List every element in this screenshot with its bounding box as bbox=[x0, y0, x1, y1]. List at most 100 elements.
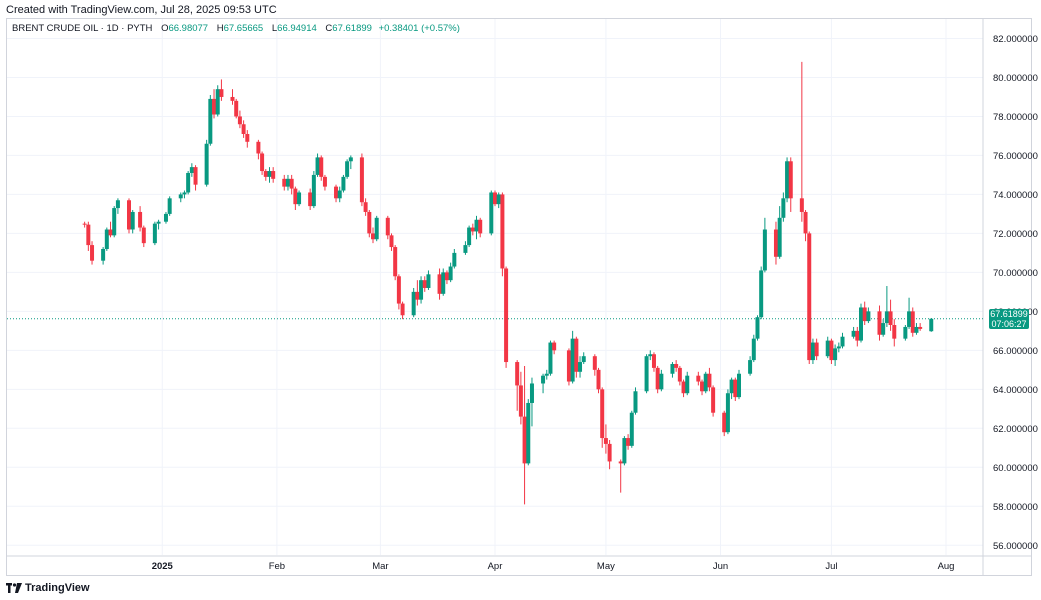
candle-body bbox=[82, 223, 87, 225]
candle-body bbox=[212, 98, 217, 115]
candle-body bbox=[263, 171, 268, 177]
legend-close-label: C bbox=[325, 23, 333, 34]
candle-body bbox=[651, 354, 656, 368]
candle-body bbox=[127, 200, 131, 230]
candle-body bbox=[884, 311, 889, 324]
candle-body bbox=[929, 318, 934, 332]
candle-body bbox=[592, 356, 597, 370]
y-tick-label: 78.000000 bbox=[993, 112, 1038, 123]
candle-body bbox=[345, 161, 350, 177]
candle-body bbox=[500, 194, 505, 269]
candle-body bbox=[566, 350, 571, 382]
candle-body bbox=[629, 412, 634, 446]
candle-body bbox=[241, 124, 246, 134]
candle-body bbox=[463, 245, 468, 253]
candle-body bbox=[518, 385, 523, 417]
x-tick-label: May bbox=[597, 561, 615, 572]
legend-open-value: 66.98077 bbox=[168, 23, 209, 34]
legend-low-label: L bbox=[271, 23, 278, 34]
candle-body bbox=[496, 194, 501, 205]
candle-body bbox=[285, 178, 290, 187]
candle-body bbox=[470, 227, 475, 232]
legend-change: +0.38401 (+0.57%) bbox=[378, 23, 460, 34]
candle-body bbox=[289, 178, 294, 189]
candle-body bbox=[348, 157, 353, 162]
candle-body bbox=[810, 342, 815, 361]
y-tick-label: 82.000000 bbox=[993, 34, 1038, 45]
candle-body bbox=[163, 213, 168, 222]
x-tick-label: Jul bbox=[825, 561, 837, 572]
candle-body bbox=[799, 198, 804, 212]
candle-body bbox=[725, 393, 730, 433]
candle-body bbox=[859, 307, 863, 341]
candle-body bbox=[711, 387, 716, 413]
candle-body bbox=[888, 311, 893, 326]
candle-body bbox=[700, 381, 705, 392]
candle-body bbox=[334, 186, 339, 199]
candle-body bbox=[282, 178, 287, 187]
candle-body bbox=[478, 219, 483, 234]
candle-body bbox=[659, 373, 664, 390]
legend-symbol[interactable]: BRENT CRUDE OIL · 1D · PYTH bbox=[12, 23, 153, 34]
candle-body bbox=[193, 167, 198, 185]
candle-body bbox=[337, 190, 342, 199]
candle-body bbox=[892, 325, 897, 339]
candle-body bbox=[788, 161, 793, 199]
candle-body bbox=[215, 89, 220, 115]
candle-body bbox=[504, 268, 509, 363]
candle-body bbox=[907, 311, 912, 327]
candle-body bbox=[626, 438, 631, 446]
candle-body bbox=[685, 375, 690, 394]
candle-body bbox=[910, 311, 915, 333]
candle-body bbox=[670, 363, 675, 374]
candle-body bbox=[104, 229, 109, 249]
candle-body bbox=[918, 326, 923, 329]
candle-body bbox=[751, 338, 756, 361]
chart-frame[interactable] bbox=[6, 18, 1032, 576]
candle-body bbox=[529, 383, 534, 403]
candle-body bbox=[855, 330, 860, 341]
candle-body bbox=[219, 89, 224, 97]
candle-body bbox=[596, 369, 601, 390]
candle-body bbox=[866, 311, 871, 322]
candle-body bbox=[737, 373, 741, 398]
candle-body bbox=[363, 202, 368, 212]
candle-body bbox=[178, 194, 183, 199]
candle-body bbox=[552, 342, 557, 351]
candle-body bbox=[341, 176, 346, 191]
candle-body bbox=[729, 379, 734, 394]
candle-body bbox=[814, 342, 819, 357]
candle-body bbox=[807, 233, 812, 361]
tradingview-footer[interactable]: TradingView bbox=[6, 582, 90, 594]
candle-body bbox=[515, 362, 520, 386]
candle-body bbox=[448, 266, 453, 281]
candle-body bbox=[367, 211, 372, 234]
candle-body bbox=[526, 402, 531, 464]
candle-body bbox=[829, 340, 834, 361]
candle-body bbox=[644, 356, 649, 392]
candle-body bbox=[833, 348, 838, 361]
candle-body bbox=[112, 208, 117, 236]
candle-body bbox=[541, 375, 546, 384]
x-tick-label: Apr bbox=[488, 561, 503, 572]
candle-body bbox=[315, 157, 320, 175]
candle-body bbox=[297, 192, 302, 205]
candle-body bbox=[267, 171, 272, 177]
x-tick-label: Aug bbox=[938, 561, 955, 572]
candle-body bbox=[674, 363, 679, 368]
y-tick-label: 58.000000 bbox=[993, 502, 1038, 513]
candle-body bbox=[108, 229, 113, 236]
candle-body bbox=[426, 274, 431, 288]
candle-body bbox=[411, 291, 416, 316]
legend-open-label: O bbox=[161, 23, 169, 34]
candle-body bbox=[271, 171, 276, 179]
candle-body bbox=[781, 198, 786, 218]
candle-body bbox=[851, 330, 856, 337]
candle-body bbox=[803, 211, 808, 234]
tradingview-logo-icon bbox=[6, 583, 22, 593]
last-price-tag: 67.61899 07:06:27 bbox=[989, 308, 1029, 329]
candle-body bbox=[574, 338, 579, 372]
legend-high-label: H bbox=[216, 23, 224, 34]
candle-body bbox=[648, 354, 653, 357]
